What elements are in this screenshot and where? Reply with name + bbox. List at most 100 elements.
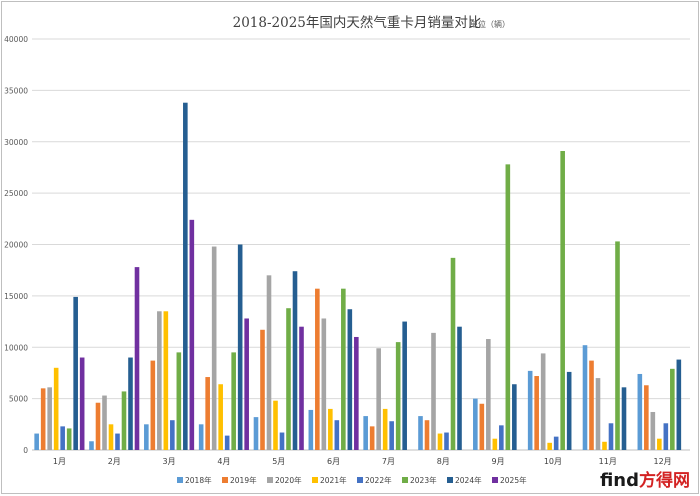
y-tick-label: 5000 bbox=[9, 395, 28, 404]
bar-2025年-6月 bbox=[354, 336, 359, 450]
bar-2021年-3月 bbox=[163, 311, 169, 450]
x-tick-label: 10月 bbox=[544, 457, 562, 466]
legend-label: 2025年 bbox=[500, 475, 527, 485]
bar-2023年-5月 bbox=[286, 308, 291, 450]
bar-2020年-6月 bbox=[321, 318, 327, 450]
bar-2019年-7月 bbox=[369, 426, 375, 450]
bar-2020年-5月 bbox=[266, 275, 272, 450]
bar-2019年-10月 bbox=[534, 376, 539, 450]
bar-2024年-8月 bbox=[457, 326, 462, 450]
x-tick-label: 9月 bbox=[492, 457, 505, 466]
legend-label: 2021年 bbox=[320, 475, 347, 485]
y-tick-label: 10000 bbox=[4, 343, 28, 352]
bar-2022年-9月 bbox=[499, 425, 504, 450]
y-tick-label: 25000 bbox=[4, 189, 28, 198]
bar-2020年-12月 bbox=[650, 411, 656, 450]
legend-swatch bbox=[447, 477, 453, 483]
x-tick-label: 3月 bbox=[163, 457, 176, 466]
bar-2019年-6月 bbox=[315, 288, 320, 450]
bar-2021年-5月 bbox=[273, 400, 278, 450]
legend-label: 2019年 bbox=[230, 475, 257, 485]
bar-2020年-7月 bbox=[376, 348, 381, 450]
bar-2022年-11月 bbox=[608, 423, 614, 450]
bars bbox=[34, 102, 682, 451]
x-tick-label: 12月 bbox=[653, 457, 671, 466]
bar-2022年-3月 bbox=[170, 420, 175, 450]
legend-label: 2023年 bbox=[410, 475, 437, 485]
x-tick-label: 4月 bbox=[217, 457, 230, 466]
bar-2018年-8月 bbox=[418, 416, 423, 450]
bar-2024年-1月 bbox=[73, 296, 78, 450]
grid-lines bbox=[32, 38, 690, 451]
bar-2018年-4月 bbox=[198, 424, 204, 450]
bar-2024年-7月 bbox=[402, 321, 407, 450]
bar-2023年-4月 bbox=[231, 352, 236, 450]
bar-2019年-1月 bbox=[40, 388, 46, 450]
x-tick-label: 6月 bbox=[327, 457, 340, 466]
bar-2023年-7月 bbox=[395, 342, 401, 450]
bar-2024年-2月 bbox=[128, 357, 133, 450]
bar-2023年-6月 bbox=[341, 288, 346, 450]
bar-2020年-11月 bbox=[595, 378, 601, 450]
bar-2023年-11月 bbox=[615, 241, 620, 450]
bar-2022年-2月 bbox=[115, 433, 120, 450]
bar-2023年-8月 bbox=[450, 257, 456, 450]
bar-2019年-3月 bbox=[150, 360, 156, 450]
x-tick-label: 5月 bbox=[272, 457, 285, 466]
unit-note: 单位（辆） bbox=[470, 19, 510, 29]
bar-2023年-1月 bbox=[66, 428, 72, 450]
legend-label: 2024年 bbox=[455, 475, 482, 485]
y-tick-label: 35000 bbox=[4, 86, 28, 95]
legend-swatch bbox=[267, 477, 273, 483]
bar-2018年-11月 bbox=[582, 345, 588, 450]
bar-2019年-5月 bbox=[260, 329, 265, 450]
bar-2019年-2月 bbox=[95, 402, 101, 450]
labels: 0 5000 10000 15000 20000 25000 30000 35000 40000… bbox=[4, 35, 672, 466]
bar-2025年-2月 bbox=[134, 267, 140, 450]
bar-2020年-4月 bbox=[211, 246, 217, 450]
bar-2023年-3月 bbox=[176, 352, 182, 450]
bar-2019年-8月 bbox=[424, 420, 430, 450]
bar-2021年-11月 bbox=[602, 441, 607, 450]
bar-2024年-5月 bbox=[292, 271, 298, 450]
bar-2021年-10月 bbox=[547, 442, 552, 450]
bar-2022年-12月 bbox=[663, 423, 669, 450]
bar-2024年-11月 bbox=[621, 387, 627, 450]
bar-2021年-4月 bbox=[218, 384, 223, 450]
legend-label: 2020年 bbox=[275, 475, 302, 485]
x-tick-label: 7月 bbox=[382, 457, 395, 466]
y-tick-label: 40000 bbox=[4, 35, 28, 44]
bar-2024年-12月 bbox=[676, 359, 682, 450]
x-tick-label: 11月 bbox=[599, 457, 617, 466]
legend-swatch bbox=[222, 477, 228, 483]
bar-2023年-10月 bbox=[560, 150, 565, 450]
legend: 2018年 2019年 2020年 2021年 2022年 2023年 2024年 2025年 bbox=[177, 475, 527, 485]
legend-swatch bbox=[177, 477, 183, 483]
legend-swatch bbox=[402, 477, 408, 483]
bar-2019年-9月 bbox=[479, 403, 485, 450]
bar-2023年-2月 bbox=[121, 391, 127, 450]
bar-2021年-7月 bbox=[382, 408, 388, 450]
bar-2018年-12月 bbox=[637, 373, 643, 450]
bar-2019年-4月 bbox=[205, 377, 210, 450]
bar-2022年-6月 bbox=[334, 420, 340, 450]
bar-2020年-3月 bbox=[157, 311, 162, 450]
bar-2021年-8月 bbox=[437, 433, 443, 450]
bar-2021年-9月 bbox=[492, 438, 498, 450]
bar-2025年-5月 bbox=[299, 326, 304, 450]
bar-2022年-4月 bbox=[224, 435, 230, 450]
bar-2021年-2月 bbox=[108, 424, 114, 450]
y-tick-label: 30000 bbox=[4, 138, 28, 147]
legend-swatch bbox=[357, 477, 363, 483]
y-tick-label: 20000 bbox=[4, 241, 28, 250]
bar-2024年-3月 bbox=[183, 102, 188, 450]
legend-swatch bbox=[312, 477, 318, 483]
bar-2020年-8月 bbox=[431, 332, 436, 450]
bar-2024年-10月 bbox=[566, 371, 572, 450]
bar-2018年-5月 bbox=[253, 417, 259, 450]
legend-label: 2022年 bbox=[365, 475, 392, 485]
x-tick-label: 1月 bbox=[53, 457, 66, 466]
x-tick-label: 2月 bbox=[108, 457, 121, 466]
